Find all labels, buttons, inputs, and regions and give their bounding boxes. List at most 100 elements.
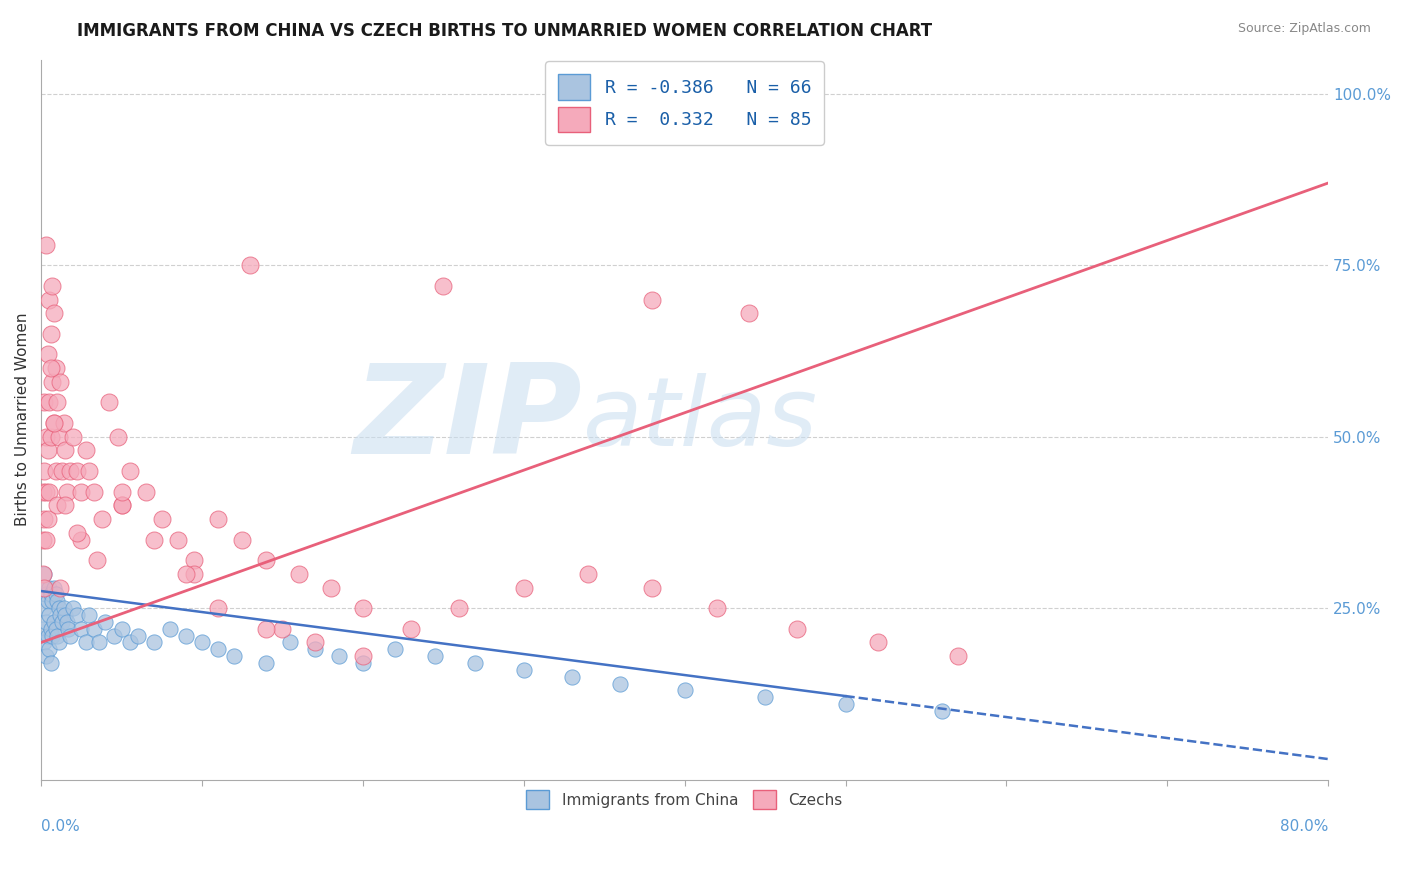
Point: [65, 525, 87, 540]
Point: [174, 629, 197, 643]
Point: [53, 608, 76, 623]
Point: [65, 464, 87, 478]
Point: [142, 635, 165, 649]
Point: [110, 622, 132, 636]
Point: [49, 375, 72, 389]
Point: [39, 361, 62, 376]
Point: [142, 533, 165, 547]
Point: [41, 629, 63, 643]
Point: [97, 395, 120, 409]
Point: [135, 484, 157, 499]
Point: [75, 635, 97, 649]
Point: [53, 443, 76, 458]
Point: [287, 566, 309, 581]
Point: [38, 642, 60, 657]
Point: [59, 629, 82, 643]
Point: [118, 635, 141, 649]
Point: [31, 533, 53, 547]
Point: [449, 601, 471, 615]
Point: [738, 306, 761, 320]
Point: [352, 656, 374, 670]
Text: Source: ZipAtlas.com: Source: ZipAtlas.com: [1237, 22, 1371, 36]
Point: [706, 601, 728, 615]
Point: [304, 642, 326, 657]
Point: [254, 553, 277, 567]
Text: 80.0%: 80.0%: [1279, 819, 1329, 834]
Point: [48, 601, 70, 615]
Point: [239, 258, 262, 272]
Point: [35, 533, 58, 547]
Point: [48, 430, 70, 444]
Point: [786, 622, 808, 636]
Point: [45, 464, 67, 478]
Point: [207, 601, 229, 615]
Point: [86, 553, 108, 567]
Point: [59, 464, 82, 478]
Point: [561, 670, 583, 684]
Text: atlas: atlas: [582, 373, 817, 467]
Point: [56, 484, 79, 499]
Point: [110, 484, 132, 499]
Point: [35, 430, 58, 444]
Point: [641, 293, 664, 307]
Point: [62, 430, 84, 444]
Point: [75, 443, 97, 458]
Point: [31, 484, 53, 499]
Text: 0.0%: 0.0%: [41, 819, 80, 834]
Point: [609, 676, 631, 690]
Point: [37, 443, 59, 458]
Point: [41, 594, 63, 608]
Point: [464, 656, 486, 670]
Point: [183, 566, 205, 581]
Point: [42, 416, 65, 430]
Point: [37, 347, 59, 361]
Point: [37, 512, 59, 526]
Point: [834, 697, 856, 711]
Point: [34, 566, 56, 581]
Point: [35, 587, 58, 601]
Point: [254, 622, 277, 636]
Point: [107, 430, 129, 444]
Point: [328, 649, 350, 664]
Point: [83, 484, 105, 499]
Y-axis label: Births to Unmarried Women: Births to Unmarried Women: [15, 313, 30, 526]
Point: [42, 581, 65, 595]
Point: [35, 237, 58, 252]
Point: [46, 629, 69, 643]
Point: [39, 622, 62, 636]
Point: [319, 581, 342, 595]
Point: [37, 594, 59, 608]
Point: [254, 656, 277, 670]
Point: [38, 581, 60, 595]
Point: [399, 622, 422, 636]
Legend: Immigrants from China, Czechs: Immigrants from China, Czechs: [520, 784, 849, 815]
Point: [754, 690, 776, 705]
Point: [183, 553, 205, 567]
Point: [150, 512, 173, 526]
Point: [39, 430, 62, 444]
Point: [70, 622, 93, 636]
Point: [866, 635, 889, 649]
Point: [191, 635, 214, 649]
Point: [34, 512, 56, 526]
Point: [127, 629, 149, 643]
Point: [31, 566, 53, 581]
Point: [271, 622, 294, 636]
Point: [118, 464, 141, 478]
Point: [110, 499, 132, 513]
Point: [174, 566, 197, 581]
Text: ZIP: ZIP: [353, 359, 582, 480]
Point: [641, 581, 664, 595]
Point: [83, 622, 105, 636]
Point: [45, 622, 67, 636]
Point: [79, 608, 101, 623]
Point: [49, 608, 72, 623]
Point: [41, 375, 63, 389]
Point: [34, 601, 56, 615]
Point: [35, 649, 58, 664]
Point: [38, 608, 60, 623]
Point: [56, 615, 79, 629]
Point: [45, 587, 67, 601]
Point: [52, 601, 75, 615]
Point: [87, 635, 110, 649]
